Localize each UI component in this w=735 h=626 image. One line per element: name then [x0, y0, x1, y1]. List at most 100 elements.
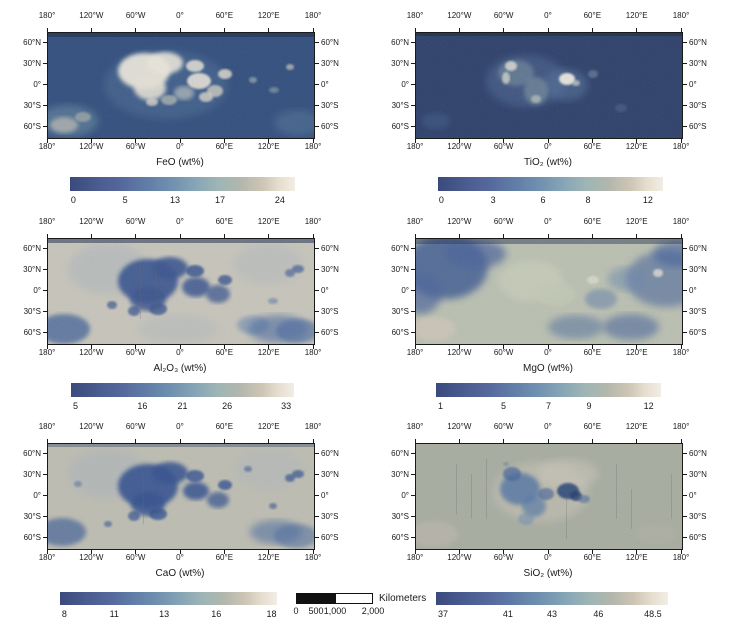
colorbar-tick-label: 0 [438, 195, 444, 205]
axis-tick [315, 269, 319, 270]
lon-tick-label: 60°E [215, 553, 234, 562]
colorbar-tick-label: 41 [502, 609, 513, 619]
axis-tick [503, 234, 505, 238]
axis-tick [43, 453, 47, 454]
lat-tick-label: 30°S [23, 306, 41, 316]
colorbar-tick-label: 12 [642, 195, 653, 205]
lon-tick-label: 60°E [583, 11, 602, 20]
panel-mgo: 180° 180° 120°W 120°W 60°W 60°W 0° 0° 60°E 60°E 12… [368, 206, 735, 421]
lon-tick-label: 120°E [257, 553, 280, 562]
axis-tick [414, 234, 416, 238]
lon-tick-label: 0° [176, 11, 184, 20]
lon-tick-label: 120°W [447, 422, 472, 431]
colorbar-tick-label: 13 [159, 609, 170, 619]
colorbar-tick-label: 8 [585, 195, 591, 205]
map-image-sio2 [415, 443, 683, 550]
axis-tick [411, 453, 415, 454]
axis-tick [683, 332, 687, 333]
lat-tick-label: 30°S [391, 306, 409, 316]
map-image-tio2 [415, 32, 683, 139]
axis-tick [179, 439, 181, 443]
axis-tick [179, 139, 181, 143]
colorbar-tick-label: 5 [500, 401, 507, 411]
lon-tick-label: 120°E [257, 142, 280, 151]
lat-tick-label: 60°N [23, 448, 41, 458]
lon-tick-label: 120°W [447, 217, 472, 226]
axis-tick [43, 332, 47, 333]
lon-tick-label: 120°W [447, 11, 472, 20]
axis-tick [680, 234, 682, 238]
axis-tick [315, 311, 319, 312]
lon-tick-label: 120°W [79, 422, 104, 431]
axis-tick [411, 290, 415, 291]
lat-tick-label: 0° [689, 79, 697, 89]
lon-tick-label: 180° [304, 142, 322, 151]
lon-tick-label: 120°W [447, 348, 472, 357]
lon-tick-label: 120°E [625, 217, 648, 226]
lat-tick-label: 60°N [321, 243, 339, 253]
axis-tick [411, 311, 415, 312]
map-image-mgo [415, 238, 683, 345]
axis-tick [547, 439, 549, 443]
axis-tick [179, 234, 181, 238]
lat-tick-label: 60°S [391, 121, 409, 131]
axis-tick [315, 105, 319, 106]
lat-tick-label: 0° [33, 490, 41, 500]
colorbar-tick-label: 48.5 [644, 609, 662, 619]
axis-tick [547, 550, 549, 554]
lat-tick-label: 30°N [391, 264, 409, 274]
axis-tick [683, 495, 687, 496]
lat-tick-label: 0° [689, 490, 697, 500]
lon-tick-label: 180° [38, 142, 56, 151]
lon-tick-label: 180° [406, 422, 424, 431]
lon-tick-label: 60°E [215, 217, 234, 226]
panel-al2o3: 180° 180° 120°W 120°W 60°W 60°W 0° 0° 60°E 60°E 12… [0, 206, 367, 421]
axis-tick [411, 474, 415, 475]
axis-tick [503, 28, 505, 32]
lat-tick-label: 60°S [391, 327, 409, 337]
axis-tick [43, 42, 47, 43]
axis-tick [223, 28, 225, 32]
lat-tick-label: 0° [33, 285, 41, 295]
lat-tick-label: 30°S [321, 306, 339, 316]
lon-tick-label: 60°W [493, 11, 514, 20]
lon-tick-label: 120°E [625, 11, 648, 20]
colorbar-tick-label: 17 [215, 195, 226, 205]
panel-title: CaO (wt%) [155, 568, 205, 579]
axis-tick [268, 28, 270, 32]
lat-tick-label: 0° [321, 285, 329, 295]
lon-tick-label: 180° [406, 348, 424, 357]
axis-tick [43, 84, 47, 85]
lat-tick-label: 0° [33, 79, 41, 89]
lon-tick-label: 120°E [625, 142, 648, 151]
axis-tick [683, 269, 687, 270]
axis-tick [503, 439, 505, 443]
axis-tick [547, 139, 549, 143]
lon-tick-label: 0° [176, 142, 184, 151]
panel-feo: 180° 180° 120°W 120°W 60°W 60°W 0° 0° 60°E 60°E 12… [0, 0, 367, 215]
scale-bar-black-segment [296, 593, 335, 604]
axis-tick [90, 345, 92, 349]
axis-tick [411, 63, 415, 64]
lon-tick-label: 60°E [583, 422, 602, 431]
axis-tick [636, 550, 638, 554]
lat-tick-label: 60°N [321, 448, 339, 458]
axis-tick [680, 28, 682, 32]
axis-tick [135, 439, 137, 443]
axis-tick [90, 439, 92, 443]
axis-tick [458, 139, 460, 143]
axis-tick [458, 550, 460, 554]
axis-tick [223, 139, 225, 143]
lon-tick-label: 120°E [257, 348, 280, 357]
axis-tick [315, 126, 319, 127]
axis-tick [43, 105, 47, 106]
lat-tick-label: 60°N [689, 448, 707, 458]
lat-tick-label: 30°S [321, 100, 339, 110]
panel-tio2: 180° 180° 120°W 120°W 60°W 60°W 0° 0° 60°E 60°E 12… [368, 0, 735, 215]
lon-tick-label: 180° [38, 217, 56, 226]
lon-tick-label: 0° [176, 422, 184, 431]
colorbar [436, 383, 661, 397]
lon-tick-label: 180° [406, 11, 424, 20]
lat-tick-label: 30°N [23, 469, 41, 479]
panel-title: SiO₂ (wt%) [523, 568, 573, 579]
